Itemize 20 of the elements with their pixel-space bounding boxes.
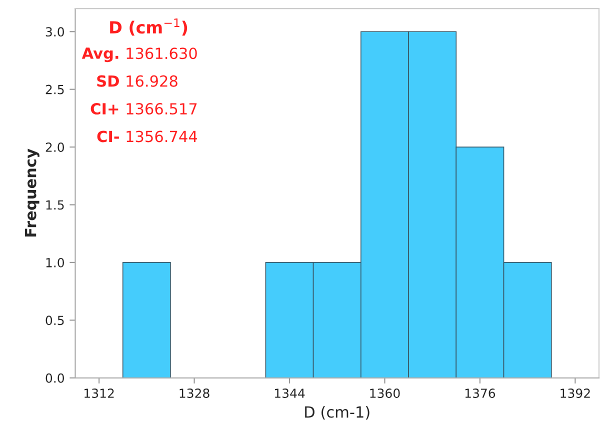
- y-tick-label: 1.0: [46, 258, 64, 268]
- y-tick-label: 3.0: [46, 27, 64, 37]
- y-tick-label: 0.0: [46, 373, 64, 383]
- x-axis-title: D (cm-1): [305, 406, 370, 420]
- annotation: SD 16.928: [97, 75, 178, 87]
- annotation: CI+ 1366.517: [90, 102, 197, 115]
- x-tick-label: 1392: [560, 388, 590, 398]
- x-tick-label: 1328: [180, 388, 210, 398]
- y-tick-label: 2.0: [46, 142, 64, 152]
- y-tick-label: 0.5: [46, 316, 64, 326]
- x-tick-label: 1312: [84, 388, 114, 398]
- y-tick-label: 1.5: [46, 200, 64, 210]
- x-tick-label: 1376: [465, 388, 496, 398]
- y-axis-title: Frequency: [24, 148, 40, 237]
- annotation: D (cm$^{−1}$): [110, 18, 188, 36]
- annotation: CI- 1356.744: [97, 130, 198, 142]
- x-tick-label: 1360: [370, 388, 400, 398]
- x-tick-label: 1344: [274, 388, 305, 398]
- y-tick-label: 2.5: [46, 84, 64, 94]
- annotation: Avg. 1361.630: [82, 48, 197, 62]
